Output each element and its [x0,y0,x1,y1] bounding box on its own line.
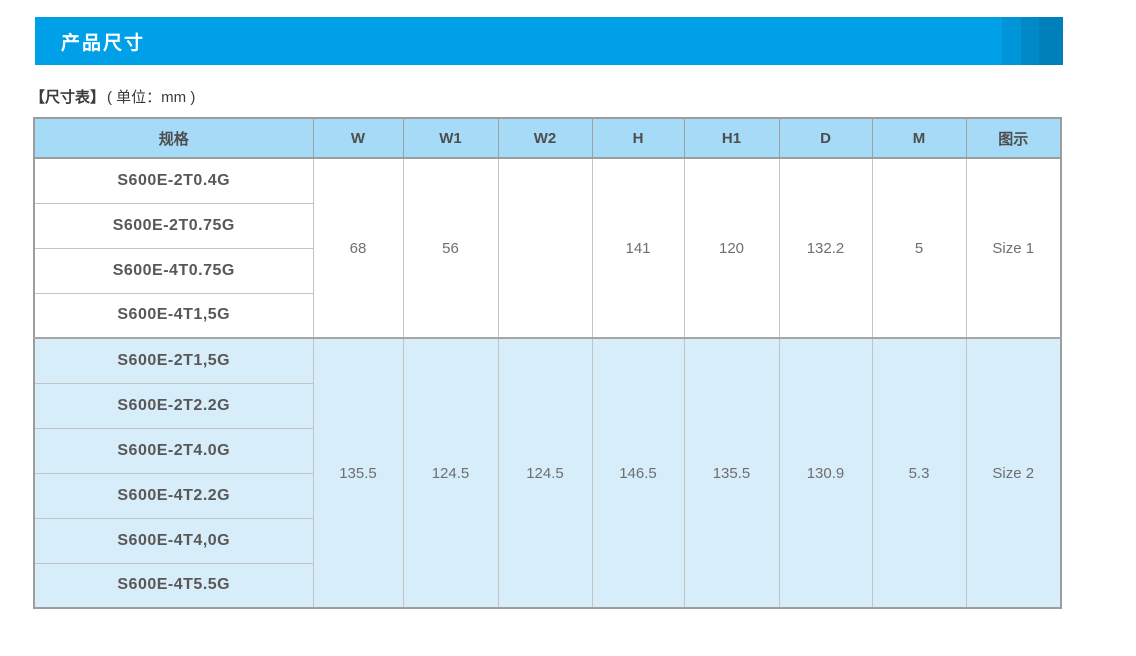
spec-cell: S600E-4T2.2G [33,472,314,519]
value-cell-illustration: Size 1 [965,157,1062,339]
value-cell-m: 5.3 [871,337,967,609]
table-row: S600E-2T0.4G 68 56 141 120 132.2 5 Size … [33,157,1062,339]
dimension-table: 规格 W W1 W2 H H1 D M 图示 S600E-2T0.4G 68 5… [33,117,1062,609]
value-cell-w: 135.5 [312,337,404,609]
table-row: S600E-2T2.2G [33,382,1061,429]
section-title: 产品尺寸 [61,32,146,54]
col-header-w1: W1 [402,118,498,159]
spec-cell: S600E-4T4,0G [33,517,314,564]
col-header-illustration: 图示 [965,118,1061,159]
col-header-h1: H1 [683,118,779,159]
table-caption-unit: ( 单位：mm ) [107,89,196,106]
value-cell-h1: 135.5 [683,337,780,609]
titlebar-accent-segment [1021,17,1039,65]
col-header-m: M [871,118,966,159]
table-row: S600E-4T0.75G [33,247,1061,294]
spec-cell: S600E-2T4.0G [33,427,314,474]
spec-cell: S600E-2T0.4G [33,157,314,204]
titlebar-accent-segment [1039,17,1063,65]
spec-cell: S600E-4T5.5G [33,562,314,609]
value-cell-h1: 120 [683,157,780,339]
value-cell-h: 146.5 [591,337,685,609]
header-row: 规格 W W1 W2 H H1 D M 图示 [34,118,1061,159]
table-row: S600E-4T2.2G [33,472,1061,519]
col-header-w2: W2 [497,118,592,159]
titlebar-accent [1002,17,1063,65]
table-row: S600E-4T4,0G [33,517,1061,564]
titlebar-accent-segment [1002,17,1021,65]
section-title-bar: 产品尺寸 [35,17,1063,65]
spec-cell: S600E-2T0.75G [33,202,314,249]
value-cell-h: 141 [591,157,685,339]
size1-group: S600E-2T0.4G 68 56 141 120 132.2 5 Size … [33,157,1062,339]
table-row: S600E-4T5.5G [33,562,1061,609]
size2-group: S600E-2T1,5G 135.5 124.5 124.5 146.5 135… [33,337,1062,609]
spec-cell: S600E-2T1,5G [33,337,314,384]
value-cell-illustration: Size 2 [965,337,1062,609]
col-header-h: H [591,118,684,159]
spec-cell: S600E-4T0.75G [33,247,314,294]
value-cell-m: 5 [871,157,967,339]
table-row: S600E-2T0.75G [33,202,1061,249]
value-cell-w: 68 [312,157,404,339]
value-cell-w1: 56 [402,157,499,339]
col-header-d: D [778,118,872,159]
value-cell-d: 132.2 [778,157,873,339]
col-header-w: W [312,118,403,159]
table-row: S600E-2T4.0G [33,427,1061,474]
table-row: S600E-2T1,5G 135.5 124.5 124.5 146.5 135… [33,337,1062,609]
spec-cell: S600E-2T2.2G [33,382,314,429]
value-cell-d: 130.9 [778,337,873,609]
value-cell-w2 [497,157,593,339]
col-header-spec: 规格 [34,118,313,159]
value-cell-w1: 124.5 [402,337,499,609]
value-cell-w2: 124.5 [497,337,593,609]
table-caption: 【尺寸表】( 单位：mm ) [30,86,195,107]
table-caption-label: 【尺寸表】 [30,89,106,106]
spec-cell: S600E-4T1,5G [33,292,314,339]
